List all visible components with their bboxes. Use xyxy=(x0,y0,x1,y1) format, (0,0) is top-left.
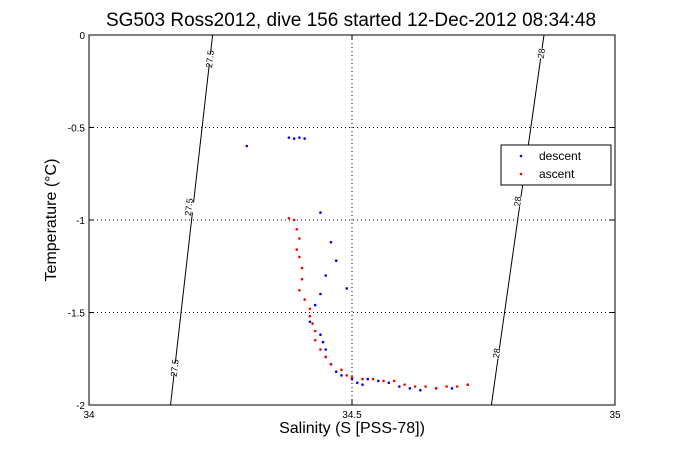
contour-label: 28 xyxy=(536,48,547,59)
ascent-point xyxy=(371,377,375,381)
contour-label: 27.5 xyxy=(169,359,181,378)
contour-label-bg xyxy=(485,346,509,360)
y-tick-label: 0 xyxy=(79,31,85,42)
y-tick-label: -0.5 xyxy=(68,124,86,135)
chart-title: SG503 Ross2012, dive 156 started 12-Dec-… xyxy=(106,10,596,31)
descent-point xyxy=(324,348,328,351)
legend-marker-descent xyxy=(519,154,523,158)
contour-label: 28 xyxy=(491,348,502,359)
descent-point xyxy=(321,340,325,344)
descent-point xyxy=(450,387,454,390)
contour-label-bg xyxy=(529,47,553,60)
descent-point xyxy=(345,287,349,290)
descent-point xyxy=(313,303,317,307)
descent-point xyxy=(324,274,328,277)
ascent-point xyxy=(413,385,417,388)
legend-marker-ascent xyxy=(519,172,523,176)
ascent-point xyxy=(311,322,314,325)
legend: descent ascent xyxy=(500,144,612,186)
y-tick-label: -2 xyxy=(76,401,85,412)
descent-point xyxy=(334,370,338,374)
y-tick-label: -1 xyxy=(76,216,85,227)
ascent-point xyxy=(319,348,322,351)
contour-label: 28 xyxy=(512,196,523,207)
ascent-point xyxy=(392,379,396,383)
ascent-point xyxy=(298,289,301,292)
ascent-point xyxy=(295,248,299,251)
descent-point xyxy=(361,383,364,386)
ascent-point xyxy=(329,363,333,366)
ascent-point xyxy=(466,383,470,386)
contour-label-bg xyxy=(198,52,222,66)
descent-point xyxy=(298,136,301,139)
ascent-point xyxy=(324,355,328,359)
descent-point xyxy=(245,144,249,148)
axis-ticks: 34 34.5 35 0 -0.5 -1 -1.5 -2 xyxy=(68,31,621,421)
descent-point xyxy=(319,333,322,337)
density-contours: 27.5 27.5 27.5 28 28 28 xyxy=(163,34,553,406)
descent-point xyxy=(329,240,333,244)
ascent-point xyxy=(424,385,427,388)
contour-label-bg xyxy=(177,200,201,214)
descent-point xyxy=(377,379,380,383)
descent-point xyxy=(387,381,391,385)
x-axis-label: Salinity (S [PSS-78]) xyxy=(279,420,425,437)
ascent-point xyxy=(308,314,312,318)
ascent-point xyxy=(313,329,317,333)
ascent-point xyxy=(300,266,304,270)
descent-point xyxy=(398,385,401,388)
x-tick-label: 34 xyxy=(83,410,95,421)
y-tick-label: -1.5 xyxy=(68,309,86,320)
ascent-point xyxy=(313,338,317,342)
ascent-point xyxy=(434,387,438,390)
ascent-point xyxy=(300,277,304,281)
descent-point xyxy=(308,320,312,324)
data-points xyxy=(245,136,470,392)
ascent-point xyxy=(382,379,385,383)
contour-label: 27.5 xyxy=(183,198,195,217)
descent-point xyxy=(319,211,322,214)
ascent-point xyxy=(361,377,364,381)
ascent-point xyxy=(298,255,301,259)
descent-point xyxy=(350,377,354,381)
descent-point xyxy=(355,381,359,385)
ascent-point xyxy=(287,216,291,220)
descent-point xyxy=(319,292,322,296)
ascent-point xyxy=(295,227,299,231)
ascent-point xyxy=(292,218,296,222)
descent-point xyxy=(287,136,291,139)
descent-point xyxy=(340,374,343,377)
ascent-point xyxy=(345,374,349,377)
descent-point xyxy=(303,137,306,140)
contour-label: 27.5 xyxy=(204,50,216,69)
ascent-point xyxy=(298,237,301,240)
contour-label-bg xyxy=(506,195,530,208)
x-tick-label: 35 xyxy=(609,410,621,421)
ascent-point xyxy=(308,307,312,311)
legend-label-ascent: ascent xyxy=(539,167,575,181)
contour-line xyxy=(490,34,545,406)
legend-label-descent: descent xyxy=(539,149,582,163)
ascent-point xyxy=(403,383,406,386)
ascent-point xyxy=(350,375,354,379)
ascent-point xyxy=(340,368,343,372)
descent-point xyxy=(408,387,412,390)
descent-point xyxy=(419,388,422,392)
legend-box xyxy=(500,144,612,186)
ascent-point xyxy=(445,385,448,388)
ascent-point xyxy=(303,298,306,301)
contour-line xyxy=(170,34,214,406)
descent-point xyxy=(292,137,296,140)
descent-point xyxy=(334,259,338,263)
grid-lines xyxy=(89,35,615,405)
descent-point xyxy=(366,377,370,381)
y-axis-label: Temperature (°C) xyxy=(43,159,60,282)
contour-label-bg xyxy=(163,361,187,375)
ascent-point xyxy=(455,385,459,388)
x-tick-label: 34.5 xyxy=(342,410,362,421)
